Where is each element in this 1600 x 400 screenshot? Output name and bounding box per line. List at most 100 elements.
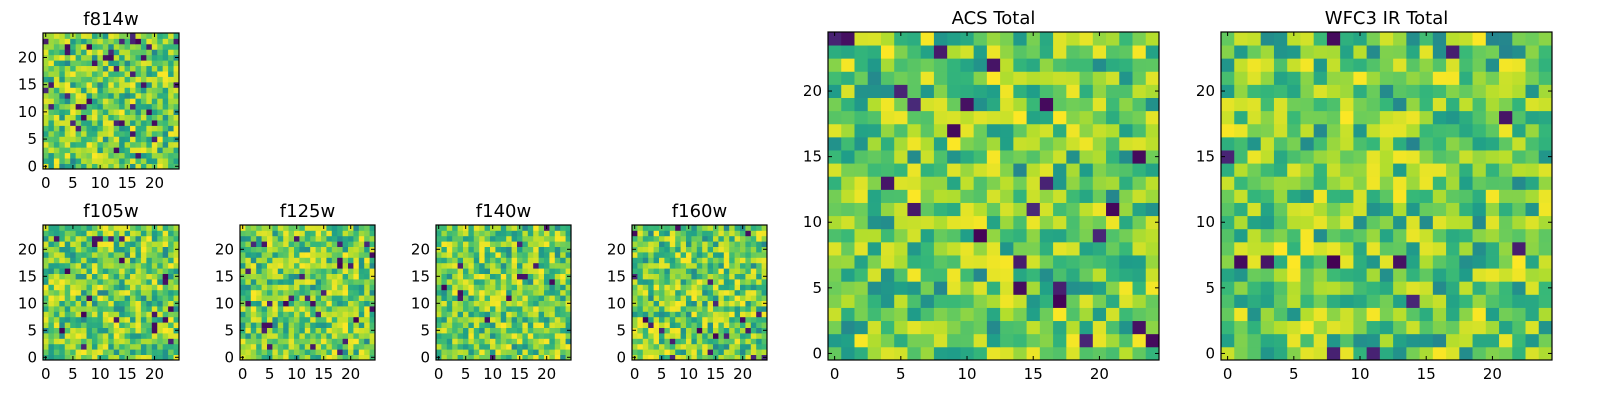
heatmap-cell (1499, 45, 1513, 59)
heatmap-cell (1419, 241, 1434, 256)
heatmap-cell (97, 43, 104, 50)
heatmap-cell (91, 284, 98, 291)
heatmap-cell (288, 225, 295, 231)
heatmap-cell (1525, 71, 1540, 85)
heatmap-cell (162, 262, 169, 269)
heatmap-cell (1340, 110, 1354, 125)
heatmap-cell (162, 158, 169, 164)
heatmap-cell (168, 273, 174, 280)
heatmap-cell (140, 71, 147, 77)
heatmap-cell (960, 123, 975, 138)
heatmap-cell (680, 338, 687, 345)
heatmap-cell (734, 230, 741, 237)
heatmap-cell (828, 176, 842, 190)
heatmap-cell (1512, 307, 1526, 322)
heatmap-cell (686, 343, 692, 350)
heatmap-cell (436, 252, 442, 258)
heatmap-cell (130, 246, 136, 253)
heatmap-cell (119, 76, 125, 83)
heatmap-cell (1000, 58, 1014, 72)
heatmap-cell (1000, 71, 1014, 85)
heatmap-cell (446, 241, 453, 247)
heatmap-cell (157, 349, 164, 355)
heatmap-cell (632, 235, 638, 242)
heatmap-cell (947, 202, 961, 217)
heatmap-cell (1300, 110, 1315, 125)
heatmap-cell (894, 45, 908, 59)
x-tick-label: 0 (434, 365, 444, 383)
heatmap-cell (140, 33, 147, 39)
heatmap-cell (124, 76, 131, 83)
heatmap-cell (1053, 71, 1067, 85)
heatmap-cell (1340, 228, 1354, 243)
heatmap-cell (102, 354, 109, 361)
heatmap-cell (691, 295, 698, 301)
heatmap-cell (353, 300, 360, 307)
heatmap-cell (315, 279, 322, 285)
heatmap-cell (761, 316, 768, 323)
heatmap-cell (1366, 163, 1381, 177)
heatmap-cell (119, 103, 125, 110)
heatmap-cell (337, 230, 343, 237)
heatmap-cell (277, 306, 284, 312)
heatmap-cell (1340, 97, 1354, 112)
heatmap-cell (490, 262, 496, 269)
heatmap-cell (86, 65, 93, 72)
heatmap-cell (664, 295, 671, 301)
heatmap-cell (162, 273, 169, 280)
heatmap-cell (146, 327, 153, 334)
heatmap-cell (1472, 123, 1487, 138)
heatmap-cell (64, 114, 71, 121)
heatmap-cell (1419, 97, 1434, 112)
heatmap-cell (162, 279, 169, 285)
heatmap-cell (48, 65, 55, 72)
heatmap-cell (102, 158, 109, 164)
heatmap-cell (565, 225, 572, 231)
heatmap-cell (283, 295, 289, 301)
heatmap-cell (162, 109, 169, 115)
heatmap-cell (326, 349, 333, 355)
heatmap-cell (637, 284, 644, 291)
heatmap-cell (707, 262, 714, 269)
heatmap-cell (1472, 150, 1487, 164)
heatmap-cell (358, 225, 365, 231)
heatmap-cell (549, 311, 556, 318)
heatmap-cell (522, 262, 529, 269)
heatmap-cell (1379, 110, 1394, 125)
heatmap-cell (299, 289, 306, 296)
heatmap-cell (680, 322, 687, 328)
heatmap-cell (1472, 58, 1487, 72)
heatmap-cell (538, 230, 545, 237)
heatmap-cell (157, 130, 164, 137)
heatmap-cell (1221, 163, 1235, 177)
heatmap-cell (947, 320, 961, 335)
heatmap-cell (1340, 215, 1354, 230)
heatmap-cell (162, 349, 169, 355)
heatmap-cell (124, 38, 131, 45)
heatmap-cell (250, 349, 257, 355)
heatmap-cell (653, 268, 660, 274)
heatmap-cell (321, 322, 327, 328)
heatmap-cell (642, 273, 649, 280)
heatmap-cell (53, 49, 60, 56)
heatmap-cell (1092, 58, 1107, 72)
heatmap-cell (1313, 294, 1328, 308)
heatmap-cell (1326, 32, 1341, 46)
heatmap-cell (342, 246, 349, 253)
heatmap-cell (500, 306, 507, 312)
heatmap-cell (495, 246, 502, 253)
heatmap-cell (64, 49, 71, 56)
heatmap-cell (173, 241, 180, 247)
heatmap-cell (1459, 163, 1473, 177)
heatmap-cell (108, 109, 115, 115)
heatmap-cell (522, 273, 529, 280)
heatmap-cell (484, 343, 491, 350)
heatmap-cell (1512, 32, 1526, 46)
heatmap-cell (1000, 110, 1014, 125)
heatmap-cell (828, 255, 842, 269)
heatmap-cell (1366, 228, 1381, 243)
heatmap-cell (130, 241, 136, 247)
heatmap-cell (867, 58, 882, 72)
heatmap-cell (1419, 202, 1434, 217)
